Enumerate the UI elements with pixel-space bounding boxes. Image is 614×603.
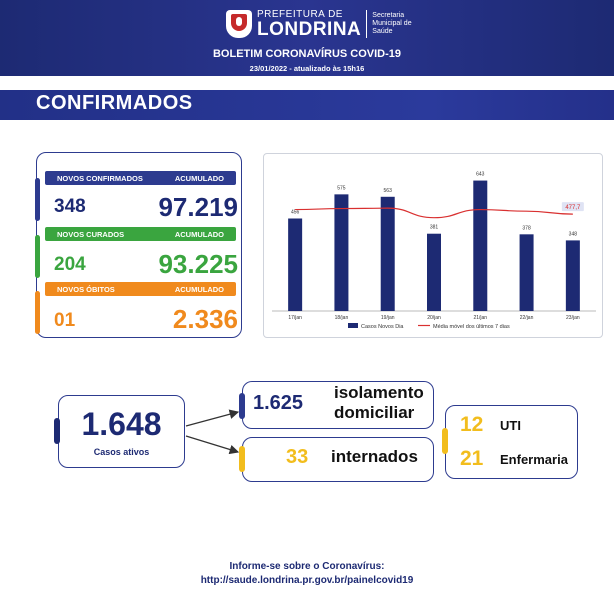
hospitalization-detail-box <box>445 405 578 479</box>
bulletin-title: BOLETIM CORONAVÍRUS COVID-19 <box>212 48 402 60</box>
chart-moving-average-line <box>295 207 573 219</box>
chart-x-tick-label: 17/jan <box>288 315 302 321</box>
isolation-box <box>242 381 434 429</box>
logo-divider <box>366 10 368 38</box>
deaths-label: NOVOS ÓBITOS <box>57 284 115 294</box>
footer-link[interactable]: http://saude.londrina.pr.gov.br/painelco… <box>200 575 414 586</box>
deaths-accent <box>35 291 40 334</box>
chart-x-tick-label: 23/jan <box>566 315 580 321</box>
chart-legend-line-label: Média móvel dos últimos 7 dias <box>433 324 510 330</box>
arrow-to-isolation <box>185 409 240 427</box>
chart-bar <box>565 240 580 311</box>
chart-x-tick-label: 21/jan <box>473 315 487 321</box>
ward-value: 21 <box>460 447 484 470</box>
detail-accent <box>442 428 448 454</box>
chart-bar-label: 456 <box>291 209 300 215</box>
confirmed-acc-label: ACUMULADO <box>174 173 224 183</box>
recovered-acc-label: ACUMULADO <box>174 229 224 239</box>
isolation-accent <box>239 393 245 419</box>
logo-top-text: PREFEITURA DE <box>257 8 343 20</box>
chart-legend-bar-label: Casos Novos Dia <box>361 324 404 330</box>
header-banner <box>0 0 614 76</box>
chart-bar <box>380 196 395 311</box>
deaths-total: 2.336 <box>172 304 238 334</box>
chart-x-tick-label: 18/jan <box>335 315 349 321</box>
active-accent <box>54 418 60 444</box>
bulletin-date: 23/01/2022 - atualizado às 15h16 <box>249 64 365 73</box>
chart-bar <box>427 233 441 311</box>
chart-line-end-label: 477,7 <box>565 205 581 211</box>
city-crest-icon <box>226 10 252 38</box>
chart-bar-label: 378 <box>522 225 531 231</box>
confirmed-total: 97.219 <box>158 192 238 222</box>
recovered-accent <box>35 235 40 278</box>
chart-bar-label: 575 <box>337 185 346 191</box>
chart-x-tick-label: 20/jan <box>427 315 441 321</box>
logo-main-text: LONDRINA <box>257 18 362 40</box>
chart-line-end-badge <box>561 202 584 212</box>
section-title: CONFIRMADOS <box>36 92 193 114</box>
isolation-label: isolamento domiciliar <box>334 383 424 424</box>
prefeitura-logo: PREFEITURA DE LONDRINA Secretaria Munici… <box>226 7 424 41</box>
recovered-new: 204 <box>54 254 86 275</box>
confirmed-new: 348 <box>54 196 86 217</box>
isolation-value: 1.625 <box>253 392 304 414</box>
uti-value: 12 <box>460 413 484 436</box>
deaths-acc-label: ACUMULADO <box>174 284 224 294</box>
chart-legend-bar-swatch <box>348 323 358 328</box>
ward-label: Enfermaria <box>500 452 568 467</box>
hospitalized-box <box>242 437 434 482</box>
flow-arrows <box>185 409 240 455</box>
chart-bar-label: 348 <box>569 231 578 237</box>
chart-x-tick-label: 19/jan <box>381 315 395 321</box>
hospitalized-accent <box>239 446 245 472</box>
chart-bar-label: 381 <box>430 225 439 231</box>
chart-bar <box>519 234 534 311</box>
chart-bar <box>288 218 303 311</box>
isolation-label-line2: domiciliar <box>334 403 415 423</box>
arrow-to-hospitalized <box>185 435 240 455</box>
section-banner <box>0 90 614 120</box>
active-cases-box <box>58 395 185 468</box>
chart-bar-label: 563 <box>384 188 393 194</box>
chart-bar-label: 643 <box>476 172 485 178</box>
chart-bar <box>473 180 488 311</box>
isolation-label-line1: isolamento <box>334 383 424 402</box>
chart-card: 456 17/jan 575 18/jan 563 19/jan 381 20/jan 643 2… <box>263 153 603 338</box>
cases-chart: 456 17/jan 575 18/jan 563 19/jan 381 20/jan 643 2… <box>272 172 596 330</box>
logo-side-text: Secretaria Municipal de Saúde <box>372 12 412 35</box>
recovered-label: NOVOS CURADOS <box>57 229 125 239</box>
confirmed-header-bar: NOVOS CONFIRMADOS ACUMULADO <box>45 171 236 185</box>
deaths-header-bar: NOVOS ÓBITOS ACUMULADO <box>45 282 236 296</box>
confirmed-accent <box>35 178 40 221</box>
active-cases-value: 1.648 <box>81 406 162 442</box>
footer-info: Informe-se sobre o Coronavírus: <box>229 561 385 572</box>
confirmed-label: NOVOS CONFIRMADOS <box>57 173 143 183</box>
active-cases-label: Casos ativos <box>93 447 150 457</box>
uti-label: UTI <box>500 418 521 433</box>
recovered-header-bar: NOVOS CURADOS ACUMULADO <box>45 227 236 241</box>
chart-bar <box>334 194 349 311</box>
hospitalized-label: internados <box>331 447 418 466</box>
chart-x-tick-label: 22/jan <box>520 315 534 321</box>
recovered-total: 93.225 <box>158 249 238 279</box>
deaths-new: 01 <box>54 310 76 331</box>
hospitalized-value: 33 <box>286 446 309 468</box>
